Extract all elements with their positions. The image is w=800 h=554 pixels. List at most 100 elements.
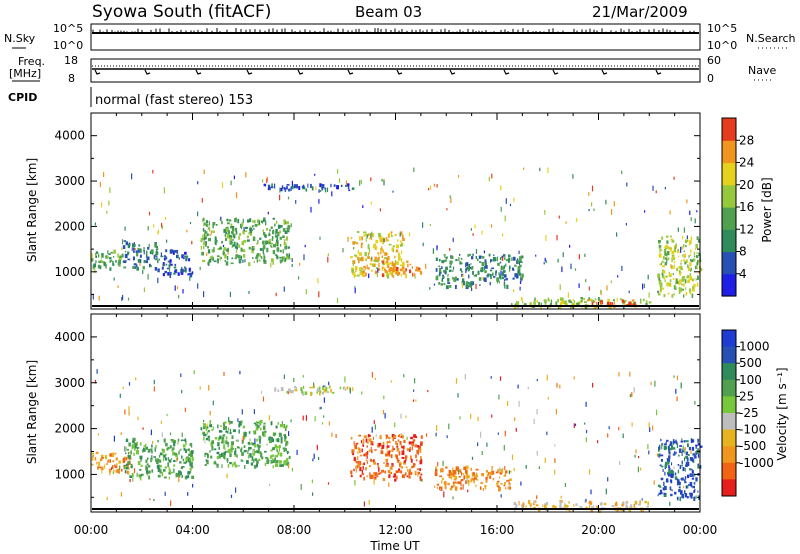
scatter-cell: [373, 259, 377, 262]
scatter-cell: [307, 183, 309, 188]
scatter-cell: [353, 247, 355, 250]
scatter-cell: [685, 451, 689, 456]
scatter-cell: [690, 217, 692, 222]
scatter-cell: [126, 448, 129, 451]
scatter-cell: [166, 447, 169, 451]
scatter-cell: [123, 266, 126, 269]
scatter-cell: [504, 274, 507, 278]
scatter-cell: [459, 268, 462, 271]
scatter-cell: [456, 278, 459, 281]
scatter-cell: [391, 464, 393, 467]
scatter-cell: [372, 234, 374, 237]
scatter-cell: [204, 441, 206, 443]
scatter-cell: [367, 252, 370, 255]
scatter-cell: [664, 253, 667, 256]
scatter-cell: [128, 406, 130, 413]
scatter-cell: [273, 459, 276, 463]
scatter-cell: [686, 457, 689, 462]
scatter-cell: [262, 248, 264, 252]
scatter-cell: [347, 185, 350, 189]
scatter-cell: [466, 478, 468, 484]
scatter-cell: [253, 443, 256, 448]
scatter-cell: [500, 266, 504, 271]
scatter-cell: [472, 253, 474, 256]
scatter-cell: [390, 472, 392, 476]
scatter-cell: [249, 443, 251, 445]
scatter-cell: [421, 478, 423, 482]
scatter-cell: [284, 187, 287, 192]
scatter-cell: [592, 300, 595, 303]
scatter-cell: [358, 463, 361, 468]
scatter-cell: [137, 461, 141, 465]
scatter-cell: [260, 452, 263, 458]
scatter-cell: [256, 438, 258, 442]
scatter-cell: [678, 269, 681, 274]
scatter-cell: [697, 453, 700, 458]
colorbar-tick-label: 25: [739, 389, 754, 403]
scatter-cell: [691, 470, 694, 474]
scatter-cell: [368, 500, 370, 505]
scatter-cell: [225, 228, 228, 233]
scatter-cell: [367, 253, 369, 256]
scatter-cell: [219, 436, 222, 439]
scatter-cell: [558, 215, 560, 219]
scatter-cell: [668, 468, 671, 473]
scatter-cell: [378, 253, 380, 257]
scatter-cell: [234, 465, 238, 468]
scatter-cell: [171, 249, 174, 253]
scatter-cell: [169, 273, 171, 279]
scatter-cell: [436, 425, 438, 431]
scatter-cell: [359, 474, 362, 478]
scatter-cell: [357, 456, 359, 461]
scatter-cell: [226, 473, 228, 479]
scatter-cell: [124, 470, 127, 474]
scatter-cell: [236, 242, 239, 246]
scatter-cell: [435, 268, 438, 272]
scatter-cell: [128, 442, 131, 447]
scatter-cell: [559, 500, 562, 505]
scatter-cell: [147, 273, 149, 280]
scatter-cell: [355, 242, 359, 245]
scatter-cell: [402, 449, 404, 453]
scatter-cell: [92, 455, 94, 457]
scatter-cell: [181, 268, 184, 273]
scatter-cell: [181, 455, 183, 459]
scatter-cell: [178, 470, 181, 475]
scatter-cell: [371, 256, 373, 260]
scatter-cell: [470, 284, 472, 289]
scatter-cell: [458, 471, 460, 475]
scatter-cell: [126, 457, 128, 461]
scatter-cell: [441, 477, 444, 481]
scatter-cell: [287, 391, 290, 395]
scatter-cell: [139, 442, 142, 446]
scatter-cell: [206, 233, 209, 236]
scatter-cell: [519, 256, 522, 261]
scatter-cell: [344, 388, 347, 391]
scatter-cell: [693, 251, 696, 255]
freq-dips: [94, 69, 662, 75]
scatter-cell: [468, 266, 472, 269]
scatter-cell: [660, 477, 664, 481]
scatter-cell: [496, 256, 499, 262]
scatter-cell: [135, 264, 138, 268]
scatter-cell: [223, 444, 226, 449]
scatter-cell: [285, 238, 289, 241]
scatter-cell: [690, 494, 693, 499]
scatter-cell: [170, 471, 173, 474]
scatter-cell: [228, 219, 232, 222]
scatter-cell: [99, 181, 101, 188]
scatter-cell: [388, 474, 391, 479]
scatter-cell: [279, 244, 282, 247]
scatter-cell: [557, 299, 559, 303]
scatter-cell: [449, 285, 452, 288]
scatter-cell: [363, 231, 366, 234]
scatter-cell: [187, 471, 191, 475]
scatter-cell: [247, 441, 250, 445]
scatter-cell: [673, 285, 676, 290]
scatter-cell: [145, 465, 148, 469]
scatter-cell: [130, 450, 132, 455]
scatter-cell: [470, 478, 473, 483]
scatter-cell: [369, 474, 372, 480]
scatter-cell: [178, 473, 180, 476]
